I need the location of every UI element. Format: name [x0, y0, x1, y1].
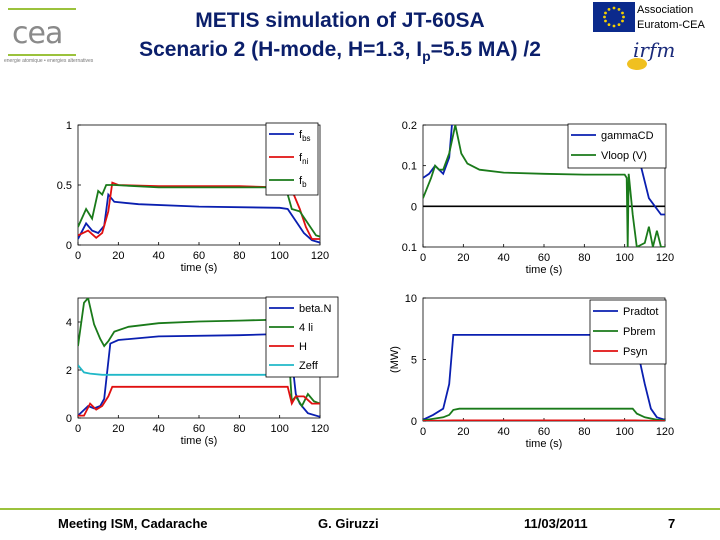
- eu-flag-icon: [593, 2, 635, 32]
- y-tick-label: 0.1: [402, 242, 417, 254]
- x-axis-label: time (s): [181, 435, 218, 447]
- cea-logo: cea energie atomique • energies alternat…: [4, 6, 94, 66]
- legend-label-fni: fni: [299, 152, 309, 166]
- y-tick-label: 0: [66, 413, 72, 425]
- x-tick-label: 60: [193, 250, 205, 262]
- x-tick-label: 20: [112, 423, 124, 435]
- x-tick-label: 120: [656, 426, 674, 438]
- footer-divider: [0, 508, 720, 510]
- y-tick-label: 4: [66, 317, 72, 329]
- legend: fbs fni fb: [265, 122, 319, 196]
- legend-label-Vloop: Vloop (V): [601, 150, 647, 162]
- footer-meeting: Meeting ISM, Cadarache: [58, 516, 208, 531]
- x-tick-label: 100: [270, 423, 288, 435]
- x-tick-label: 60: [538, 426, 550, 438]
- irfm-logo: irfm: [625, 38, 685, 72]
- x-tick-label: 80: [578, 426, 590, 438]
- x-tick-label: 100: [615, 426, 633, 438]
- y-tick-label: 10: [405, 293, 417, 305]
- irfm-logo-text: irfm: [633, 38, 676, 62]
- x-tick-label: 100: [270, 250, 288, 262]
- series-line-Pbrem: [423, 407, 665, 421]
- x-tick-label: 80: [233, 250, 245, 262]
- x-tick-label: 40: [153, 250, 165, 262]
- chart-power: 0 20 40 60 80 100 120 0 5 10 time (s) (MW) Pradtot Pb…: [389, 293, 674, 450]
- y-tick-label: 1: [66, 120, 72, 132]
- x-axis-label: time (s): [526, 264, 563, 276]
- x-tick-label: 20: [457, 252, 469, 264]
- legend-label-4li: 4 li: [299, 322, 313, 334]
- legend-label-betaN: beta.N: [299, 303, 331, 315]
- x-tick-label: 120: [311, 423, 329, 435]
- x-tick-label: 40: [498, 426, 510, 438]
- x-tick-label: 40: [153, 423, 165, 435]
- x-tick-label: 0: [75, 250, 81, 262]
- x-tick-label: 0: [420, 426, 426, 438]
- series-line-Pradtot: [423, 334, 665, 421]
- y-tick-label: 0: [66, 240, 72, 252]
- y-tick-label: 0.2: [402, 120, 417, 132]
- legend: gammaCD Vloop (V): [567, 123, 667, 169]
- x-axis-label: time (s): [526, 438, 563, 450]
- footer-date: 11/03/2011: [524, 516, 588, 531]
- y-tick-label: 5: [411, 355, 417, 367]
- title-line-2: Scenario 2 (H-mode, H=1.3, Ip=5.5 MA) /2: [139, 38, 541, 65]
- legend-label-H: H: [299, 341, 307, 353]
- footer-page-number: 7: [668, 516, 676, 531]
- legend: beta.N 4 li H Zeff: [265, 296, 339, 378]
- x-tick-label: 120: [311, 250, 329, 262]
- footer-author: G. Giruzzi: [318, 516, 379, 531]
- series-line-Vloop: [423, 125, 665, 247]
- x-tick-label: 80: [578, 252, 590, 264]
- y-tick-label: 0: [411, 416, 417, 428]
- series-line-fbs: [78, 192, 320, 244]
- x-axis-label: time (s): [181, 262, 218, 274]
- series-line-Psyn: [423, 419, 665, 421]
- x-tick-label: 20: [457, 426, 469, 438]
- x-tick-label: 80: [233, 423, 245, 435]
- x-tick-label: 0: [75, 423, 81, 435]
- legend-box: [265, 296, 339, 378]
- series-line-fb: [78, 184, 320, 238]
- y-tick-label: 0.1: [402, 161, 417, 173]
- y-tick-label: 0: [411, 201, 417, 213]
- x-tick-label: 40: [498, 252, 510, 264]
- x-tick-label: 0: [420, 252, 426, 264]
- title-line-1: METIS simulation of JT-60SA: [195, 9, 485, 32]
- page-title: METIS simulation of JT-60SA Scenario 2 (…: [95, 6, 585, 71]
- y-axis-label: (MW): [389, 346, 401, 373]
- association-label: Association Euratom-CEA: [637, 4, 705, 31]
- series-line-H: [78, 385, 320, 417]
- x-tick-label: 120: [656, 252, 674, 264]
- chart-fractions: 0 20 40 60 80 100 120 0 0.5 1 time (s) fbs fni fb: [57, 120, 329, 274]
- legend-box: [567, 123, 667, 169]
- x-tick-label: 100: [615, 252, 633, 264]
- series-line-4li: [78, 298, 320, 408]
- y-tick-label: 2: [66, 365, 72, 377]
- chart-betaN: 0 20 40 60 80 100 120 0 2 4 time (s) beta.N 4 li H Zef…: [66, 296, 339, 447]
- legend-label-fb: fb: [299, 175, 307, 189]
- x-tick-label: 20: [112, 250, 124, 262]
- legend-label-Pradtot: Pradtot: [623, 306, 658, 318]
- series-line-fni: [78, 181, 320, 240]
- legend-label-fbs: fbs: [299, 129, 311, 143]
- legend: Pradtot Pbrem Psyn: [589, 299, 667, 365]
- legend-label-Pbrem: Pbrem: [623, 326, 655, 338]
- x-tick-label: 60: [538, 252, 550, 264]
- legend-box: [265, 122, 319, 196]
- cea-logo-subtitle: energie atomique • energies alternatives: [4, 58, 94, 64]
- legend-label-gammaCD: gammaCD: [601, 130, 654, 142]
- legend-label-Psyn: Psyn: [623, 346, 647, 358]
- cea-logo-text: cea: [12, 16, 63, 51]
- legend-label-Zeff: Zeff: [299, 360, 319, 372]
- y-tick-label: 0.5: [57, 180, 72, 192]
- x-tick-label: 60: [193, 423, 205, 435]
